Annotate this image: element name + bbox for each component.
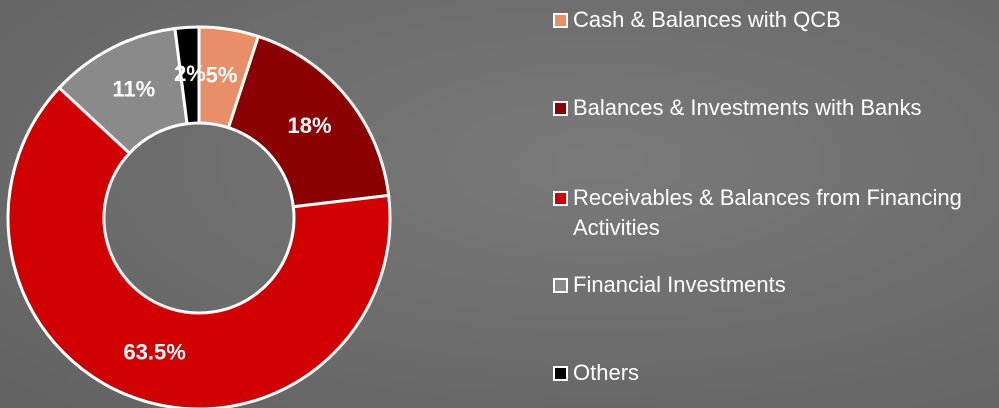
legend-item: Receivables & Balances from Financing Ac… <box>553 183 993 243</box>
donut-slice <box>173 25 201 126</box>
legend-label: Others <box>573 360 640 385</box>
data-label: 63.5% <box>123 340 185 365</box>
data-label: 2% <box>174 61 206 86</box>
legend-swatch <box>553 366 568 381</box>
legend-label: Receivables & Balances from Financing Ac… <box>573 185 962 240</box>
data-label: 5% <box>206 63 238 88</box>
data-label: 11% <box>112 77 155 102</box>
data-label: 18% <box>288 113 332 138</box>
legend-item: Cash & Balances with QCB <box>553 5 993 35</box>
legend-swatch <box>553 101 568 116</box>
legend-label: Financial Investments <box>573 272 786 297</box>
legend-item: Financial Investments <box>553 270 993 300</box>
donut-slice <box>6 85 392 408</box>
legend-swatch <box>553 13 568 28</box>
legend-item: Balances & Investments with Banks <box>553 93 993 123</box>
donut-slice <box>226 34 391 209</box>
legend-label: Cash & Balances with QCB <box>573 7 841 32</box>
legend-swatch <box>553 191 568 206</box>
legend-item: Others <box>553 358 993 388</box>
legend-swatch <box>553 278 568 293</box>
legend-label: Balances & Investments with Banks <box>573 95 922 120</box>
